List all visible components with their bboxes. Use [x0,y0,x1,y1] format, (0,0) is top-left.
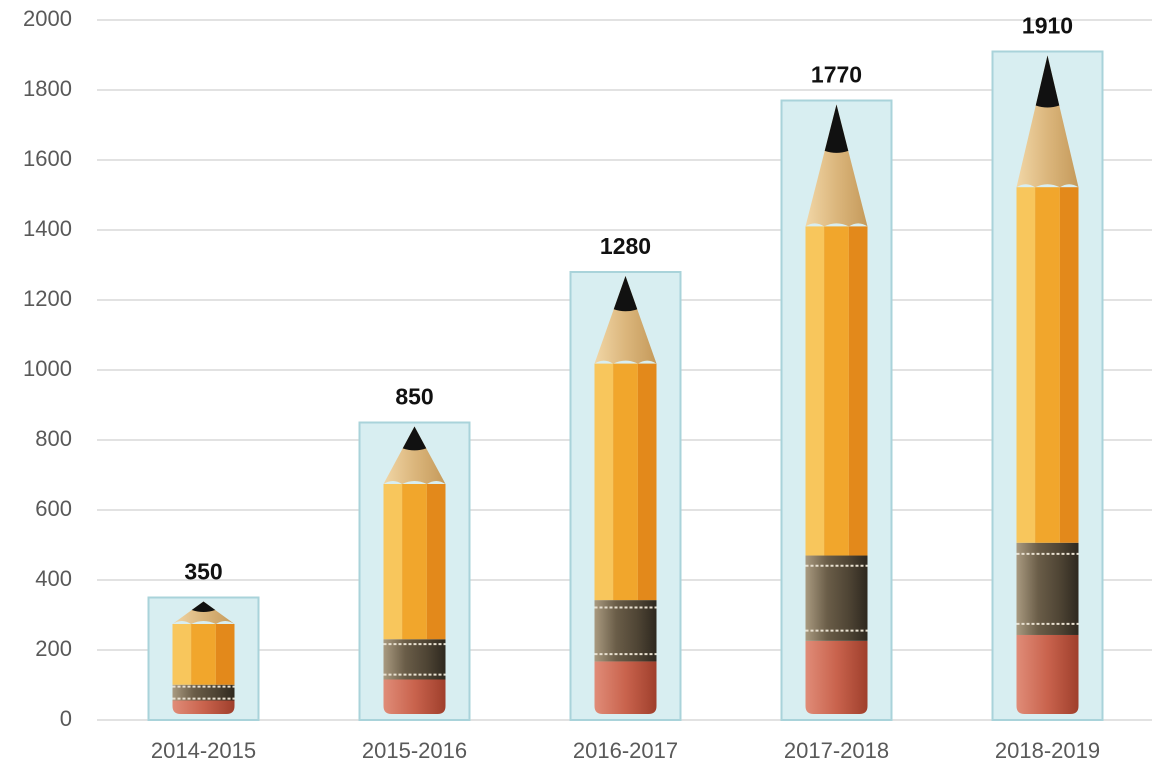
y-tick-label: 400 [35,566,72,591]
data-label: 1910 [1022,13,1073,39]
data-label: 350 [184,559,222,585]
pencil-body-left [1017,187,1036,543]
pencil-body-mid [191,624,216,685]
pencil-body-right [638,364,657,601]
pencil-icon [595,276,657,714]
pencil-body-mid [1035,187,1060,543]
data-label: 1770 [811,62,862,88]
y-tick-label: 1800 [23,76,72,101]
x-tick-label: 2016-2017 [573,738,678,763]
pencil-icon [806,105,868,715]
pencil-ferrule [595,600,657,661]
pencil-body-mid [824,226,849,555]
x-tick-label: 2014-2015 [151,738,256,763]
x-tick-label: 2018-2019 [995,738,1100,763]
pencil-body-right [427,484,446,639]
pencil-eraser [384,680,446,715]
y-tick-label: 2000 [23,6,72,31]
pencil-ferrule [806,556,868,641]
y-tick-label: 1000 [23,356,72,381]
pencil-icon [1017,56,1079,715]
x-tick-label: 2015-2016 [362,738,467,763]
chart: 0 200 400 600 800 1000 1200 1400 1600 1800 2000 201… [0,0,1152,768]
pencil-eraser [595,661,657,714]
y-tick-label: 1400 [23,216,72,241]
pencil-body-left [595,364,614,601]
data-label: 1280 [600,233,651,259]
pencil-eraser [806,641,868,714]
pencil-eraser [173,701,235,715]
x-tick-label: 2017-2018 [784,738,889,763]
data-label: 850 [395,384,433,410]
pencil-ferrule [384,639,446,679]
y-tick-label: 800 [35,426,72,451]
pencil-body-mid [613,364,638,601]
pencil-body-right [849,226,868,555]
pencil-icon [384,427,446,715]
y-tick-label: 1600 [23,146,72,171]
y-tick-label: 200 [35,636,72,661]
pencil-body-mid [402,484,427,639]
pencil-body-right [216,624,235,685]
pencil-body-right [1060,187,1079,543]
y-tick-label: 600 [35,496,72,521]
pencil-icon [173,602,235,715]
pencil-body-left [384,484,403,639]
pencil-eraser [1017,635,1079,714]
pencil-body-left [806,226,825,555]
y-tick-label: 0 [60,706,72,731]
pencil-body-left [173,624,192,685]
pencil-ferrule [1017,543,1079,635]
y-tick-label: 1200 [23,286,72,311]
